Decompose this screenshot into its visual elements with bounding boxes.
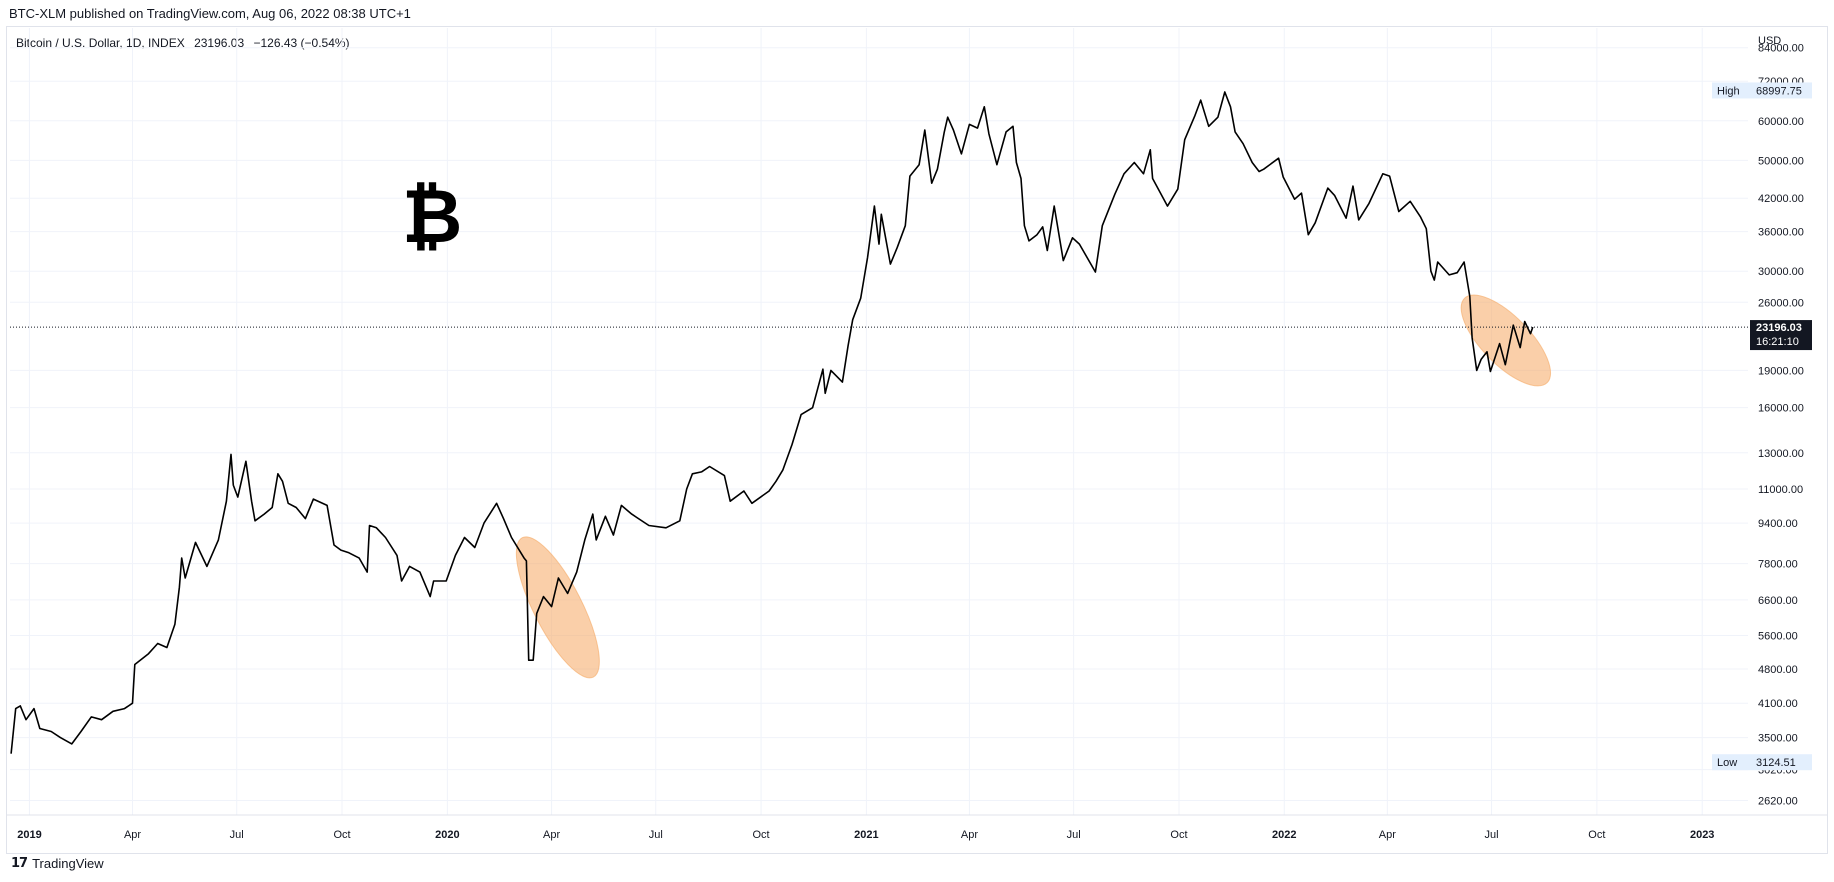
y-tick-label: 84000.00 (1758, 43, 1804, 55)
symbol-last-price: 23196.03 (194, 36, 245, 50)
x-tick-label: Apr (961, 829, 978, 841)
high-marker-box (1712, 82, 1812, 99)
x-tick-label: Oct (333, 829, 350, 841)
y-tick-label: 4800.00 (1758, 664, 1798, 676)
y-tick-label: 16000.00 (1758, 403, 1804, 415)
y-tick-label: 2620.00 (1758, 795, 1798, 807)
low-marker-value: 3124.51 (1756, 757, 1796, 769)
x-tick-label: Jul (230, 829, 244, 841)
x-tick-label: Oct (1588, 829, 1605, 841)
y-tick-label: 13000.00 (1758, 448, 1804, 460)
x-tick-label: Oct (753, 829, 770, 841)
y-tick-label: 42000.00 (1758, 193, 1804, 205)
x-tick-label: 2020 (435, 829, 459, 841)
y-tick-label: 11000.00 (1758, 484, 1803, 496)
x-tick-label: 2019 (17, 829, 41, 841)
symbol-change: −126.43 (−0.54%) (253, 36, 350, 50)
bitcoin-logo-icon: ₿ (402, 174, 463, 260)
highlight-ellipse (515, 536, 600, 679)
x-tick-label: 2022 (1272, 829, 1296, 841)
x-tick-label: Apr (1379, 829, 1396, 841)
tradingview-brand: TradingView (32, 856, 104, 871)
tradingview-logo-icon: 17 (11, 856, 28, 871)
y-tick-label: 9400.00 (1758, 518, 1798, 530)
x-tick-label: 2023 (1690, 829, 1714, 841)
y-axis-unit: USD (1758, 35, 1781, 47)
x-tick-label: Jul (1485, 829, 1499, 841)
symbol-legend[interactable]: Bitcoin / U.S. Dollar, 1D, INDEX 23196.0… (16, 36, 356, 50)
y-tick-label: 19000.00 (1758, 365, 1804, 377)
x-tick-label: Oct (1170, 829, 1187, 841)
y-tick-label: 26000.00 (1758, 297, 1804, 309)
y-tick-label: 7800.00 (1758, 559, 1798, 571)
y-tick-label: 50000.00 (1758, 155, 1804, 167)
symbol-name: Bitcoin / U.S. Dollar, 1D, INDEX (16, 36, 185, 50)
low-marker-label: Low (1717, 757, 1737, 769)
publisher-line: BTC-XLM published on TradingView.com, Au… (9, 6, 411, 21)
x-tick-label: Apr (543, 829, 560, 841)
chart-frame (6, 26, 1828, 854)
highlight-ellipse (1460, 294, 1552, 387)
low-marker-box (1712, 754, 1812, 771)
last-price-label: 23196.03 (1756, 322, 1802, 334)
y-tick-label: 36000.00 (1758, 227, 1804, 239)
y-tick-label: 6600.00 (1758, 595, 1798, 607)
high-marker-label: High (1717, 85, 1740, 97)
y-tick-label: 5600.00 (1758, 631, 1798, 643)
high-marker-value: 68997.75 (1756, 85, 1802, 97)
x-tick-label: Jul (649, 829, 663, 841)
countdown-label: 16:21:10 (1756, 336, 1799, 348)
x-tick-label: Apr (124, 829, 141, 841)
y-tick-label: 30000.00 (1758, 266, 1804, 278)
y-tick-label: 60000.00 (1758, 116, 1804, 128)
y-tick-label: 4100.00 (1758, 698, 1798, 710)
y-tick-label: 3500.00 (1758, 733, 1798, 745)
price-series-line[interactable] (10, 91, 1534, 754)
x-tick-label: Jul (1067, 829, 1081, 841)
x-tick-label: 2021 (854, 829, 878, 841)
tradingview-footer[interactable]: 17 TradingView (11, 856, 104, 871)
last-price-box (1750, 320, 1812, 351)
